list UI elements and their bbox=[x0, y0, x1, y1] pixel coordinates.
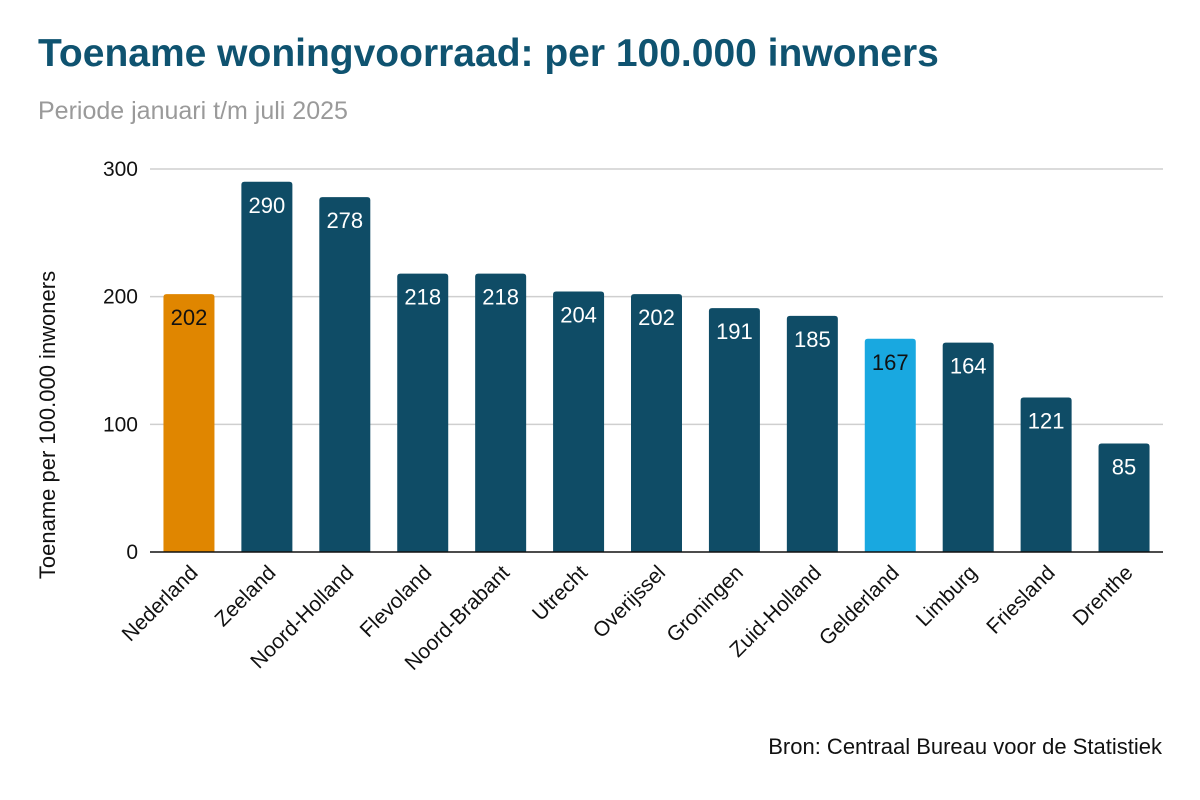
chart-subtitle: Periode januari t/m juli 2025 bbox=[38, 97, 348, 125]
x-tick-label: Utrecht bbox=[528, 561, 592, 625]
source-note: Bron: Centraal Bureau voor de Statistiek bbox=[768, 734, 1162, 759]
bar-value-label: 85 bbox=[1112, 454, 1136, 479]
x-tick-label: Drenthe bbox=[1068, 561, 1137, 630]
y-axis-label: Toename per 100.000 inwoners bbox=[35, 271, 60, 579]
bar-value-label: 121 bbox=[1028, 409, 1065, 434]
bar-groningen bbox=[708, 308, 760, 552]
x-tick-label: Flevoland bbox=[356, 561, 437, 642]
bar-utrecht bbox=[553, 291, 605, 552]
bar-value-label: 185 bbox=[794, 327, 831, 352]
chart-title: Toename woningvoorraad: per 100.000 inwo… bbox=[38, 32, 939, 75]
y-tick-label: 0 bbox=[126, 541, 138, 564]
bar-value-label: 164 bbox=[950, 354, 987, 379]
bar-noord-holland bbox=[319, 197, 371, 552]
x-tick-label: Zeeland bbox=[210, 561, 280, 631]
x-tick-label: Gelderland bbox=[815, 561, 904, 650]
bar-overijssel bbox=[631, 294, 682, 552]
bar-gelderland bbox=[864, 338, 916, 552]
bar-value-label: 218 bbox=[404, 285, 441, 310]
bar-value-label: 218 bbox=[482, 285, 519, 310]
x-tick-label: Nederland bbox=[118, 561, 203, 646]
bar-noord-brabant bbox=[475, 273, 527, 552]
x-tick-label: Limburg bbox=[912, 561, 982, 631]
y-tick-label: 100 bbox=[103, 413, 138, 436]
x-tick-label: Friesland bbox=[982, 561, 1059, 638]
bar-nederland bbox=[163, 294, 215, 552]
bar-zeeland bbox=[241, 181, 293, 552]
bar-value-label: 278 bbox=[326, 208, 363, 233]
y-tick-label: 300 bbox=[103, 158, 138, 181]
bar-zuid-holland bbox=[786, 315, 838, 552]
bar-value-label: 202 bbox=[171, 305, 208, 330]
x-tick-label: Overijssel bbox=[589, 561, 670, 642]
bar-value-label: 204 bbox=[560, 303, 597, 328]
bar-limburg bbox=[942, 342, 994, 552]
bar-value-label: 191 bbox=[716, 319, 753, 344]
bar-drenthe bbox=[1098, 443, 1150, 552]
bar-flevoland bbox=[397, 273, 449, 552]
bar-friesland bbox=[1020, 397, 1072, 552]
bars: 202 290 278 218 218 204 202 191 185 167 164 121 85 bbox=[163, 181, 1150, 552]
x-tick-label: Groningen bbox=[662, 561, 748, 647]
bar-value-label: 202 bbox=[638, 305, 675, 330]
bar-value-label: 290 bbox=[249, 193, 286, 218]
bar-value-label: 167 bbox=[872, 350, 909, 375]
y-tick-label: 200 bbox=[103, 286, 138, 309]
